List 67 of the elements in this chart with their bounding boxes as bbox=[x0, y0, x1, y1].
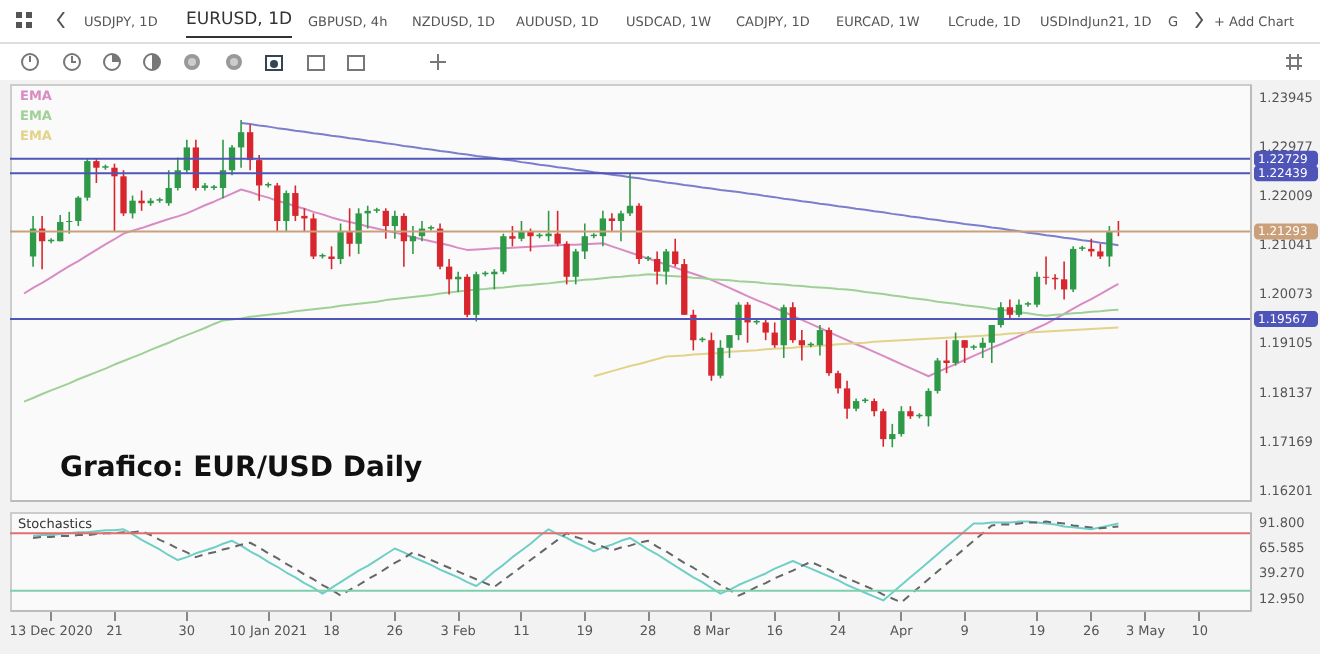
candlestick bbox=[825, 326, 833, 377]
candlestick bbox=[355, 207, 362, 255]
candlestick bbox=[310, 212, 317, 260]
candlestick bbox=[889, 423, 896, 449]
candlestick bbox=[880, 407, 887, 448]
candlestick bbox=[1033, 270, 1041, 309]
text: EURUSD, 1D bbox=[186, 10, 293, 38]
candlestick bbox=[726, 334, 733, 359]
candlestick bbox=[961, 339, 968, 364]
candlestick bbox=[898, 405, 905, 438]
candlestick bbox=[129, 194, 136, 220]
candlestick bbox=[581, 222, 588, 260]
candlestick bbox=[66, 211, 73, 235]
line-series bbox=[23, 273, 1120, 403]
candlestick bbox=[509, 225, 516, 248]
candlestick bbox=[617, 210, 625, 243]
candlestick bbox=[1070, 245, 1077, 293]
candlestick bbox=[1106, 225, 1113, 268]
candlestick bbox=[500, 232, 507, 276]
candlestick bbox=[1006, 298, 1014, 321]
candlestick bbox=[934, 357, 941, 395]
candlestick bbox=[84, 157, 91, 202]
line-series bbox=[23, 188, 1120, 378]
candlestick bbox=[518, 220, 525, 243]
candlestick bbox=[391, 210, 399, 240]
candlestick bbox=[952, 331, 959, 367]
candlestick bbox=[762, 319, 769, 341]
candlestick bbox=[292, 184, 299, 222]
candlestick bbox=[708, 331, 715, 382]
candlestick bbox=[572, 248, 579, 286]
candlestick bbox=[608, 212, 616, 232]
candlestick bbox=[672, 237, 679, 268]
candlestick bbox=[165, 169, 172, 207]
candlestick bbox=[1060, 260, 1068, 301]
candlestick bbox=[798, 329, 806, 362]
candlestick bbox=[237, 119, 245, 169]
candlestick bbox=[554, 210, 561, 248]
candlestick bbox=[943, 339, 950, 374]
candlestick bbox=[816, 324, 824, 357]
candlestick bbox=[1042, 255, 1050, 286]
candlestick bbox=[780, 303, 787, 359]
candlestick bbox=[979, 336, 986, 359]
candlestick bbox=[337, 222, 344, 265]
candlestick bbox=[120, 169, 127, 217]
candlestick bbox=[328, 245, 335, 270]
candlestick bbox=[346, 207, 353, 258]
candlestick bbox=[834, 369, 842, 395]
candlestick bbox=[653, 250, 661, 286]
candlestick bbox=[771, 321, 778, 349]
candlestick bbox=[717, 339, 724, 380]
candlestick bbox=[382, 207, 389, 240]
candlestick bbox=[663, 248, 670, 286]
candlestick bbox=[735, 301, 742, 341]
candlestick bbox=[464, 273, 471, 319]
candlestick bbox=[473, 270, 480, 323]
candlestick bbox=[436, 222, 444, 270]
candlestick bbox=[988, 324, 995, 364]
line-series bbox=[592, 326, 1120, 378]
candlestick bbox=[843, 379, 851, 420]
annotation: Grafico: EUR/USD Daily bbox=[60, 452, 423, 484]
candlestick bbox=[93, 158, 100, 184]
candlestick bbox=[563, 240, 570, 286]
candlestick bbox=[274, 182, 281, 232]
candlestick bbox=[445, 258, 453, 296]
candlestick bbox=[409, 225, 417, 255]
candlestick bbox=[75, 195, 82, 227]
candlestick bbox=[283, 189, 290, 232]
